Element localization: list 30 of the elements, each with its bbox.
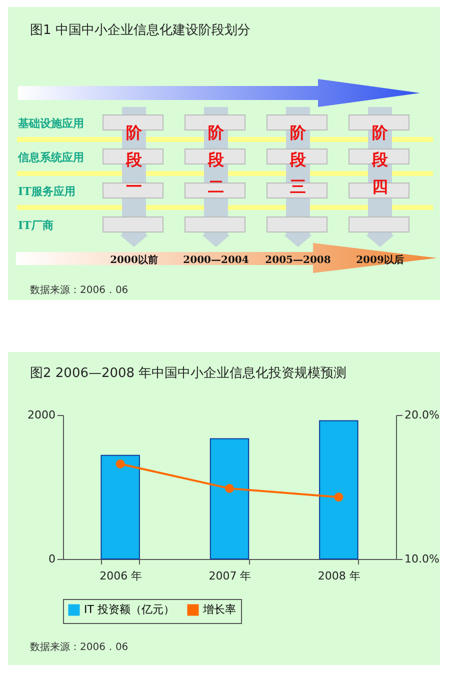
bar xyxy=(210,438,250,560)
y2-tick-label: 10.0% xyxy=(404,552,440,566)
source-note: 数据来源：2006．06 xyxy=(30,284,128,297)
chart-title: 图2 2006—2008 年中国中小企业信息化投资规模预测 xyxy=(30,365,347,382)
text: 阶段二 xyxy=(207,123,225,196)
source-note: 数据来源：2006．06 xyxy=(30,640,128,654)
x-tick-label: 2006 年 xyxy=(100,570,142,582)
point xyxy=(334,492,344,502)
text: 2000—2004 xyxy=(183,255,249,266)
legend-label: 增长率 xyxy=(202,603,236,616)
y-tick-label: 0 xyxy=(48,552,56,566)
point xyxy=(225,484,234,493)
text: 阶段一 xyxy=(125,123,143,196)
bar xyxy=(319,420,358,560)
point xyxy=(116,459,125,468)
text: 图1 中国中小企业信息化建设阶段划分 xyxy=(30,22,250,39)
text: 基础设施应用 xyxy=(17,117,84,130)
text: 2000以前 xyxy=(110,254,158,266)
legend-label: IT 投资额（亿元） xyxy=(84,603,174,616)
y-tick-label: 2000 xyxy=(28,408,56,422)
text: IT厂商 xyxy=(18,219,54,232)
y2-tick-label: 20.0% xyxy=(404,408,440,422)
text: 阶段四 xyxy=(371,123,389,196)
text: 阶段三 xyxy=(289,123,307,196)
text: 信息系统应用 xyxy=(17,151,84,164)
text: IT服务应用 xyxy=(18,185,76,198)
text: 2005—2008 xyxy=(265,255,331,266)
x-tick-label: 2008 年 xyxy=(318,570,360,582)
x-tick-label: 2007 年 xyxy=(208,570,252,582)
bar xyxy=(100,454,140,560)
